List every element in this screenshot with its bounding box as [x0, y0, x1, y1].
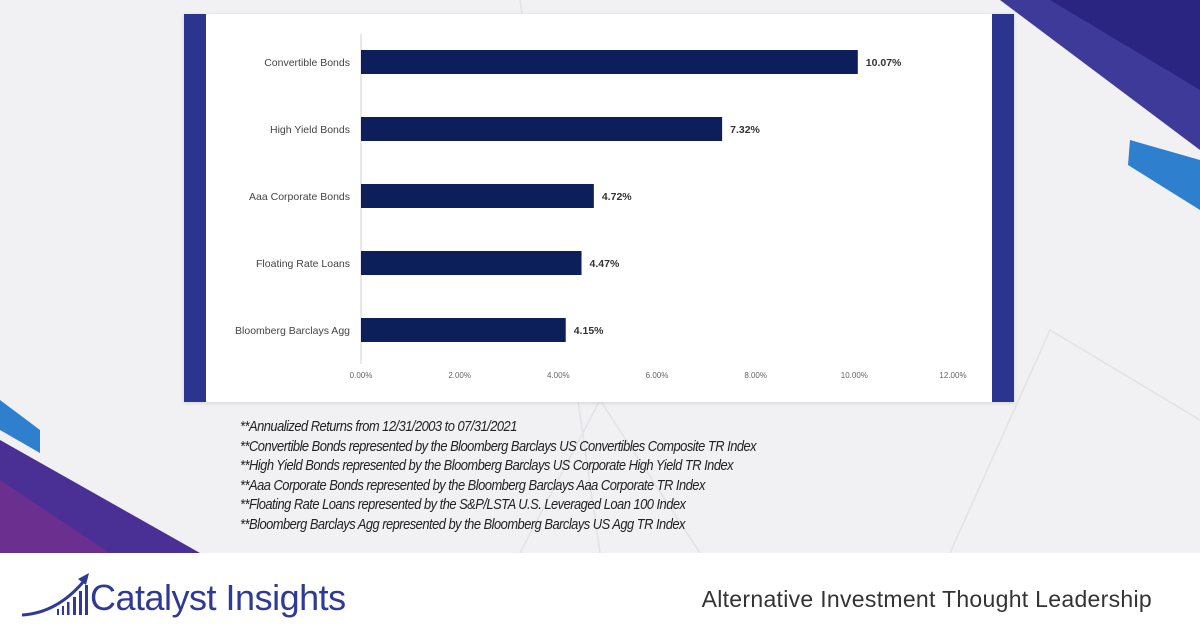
x-tick-label: 12.00% [939, 371, 966, 380]
data-label: 7.32% [730, 124, 760, 136]
background-decoration [0, 0, 1200, 553]
panel-left-accent [184, 14, 206, 402]
category-label: Floating Rate Loans [256, 258, 350, 270]
category-label: High Yield Bonds [270, 124, 350, 136]
footnote: **Annualized Returns from 12/31/2003 to … [240, 418, 517, 435]
brand-name: Catalyst Insights [90, 577, 346, 618]
x-tick-label: 10.00% [841, 371, 868, 380]
footnote: **Convertible Bonds represented by the B… [240, 437, 757, 455]
catalyst-logo-icon [22, 573, 89, 617]
bar [361, 184, 594, 208]
bar [361, 318, 566, 342]
x-tick-label: 2.00% [448, 371, 471, 380]
x-tick-label: 6.00% [646, 371, 669, 380]
footnote: **Bloomberg Barclays Agg represented by … [240, 515, 685, 533]
category-label: Aaa Corporate Bonds [249, 191, 350, 203]
footnotes: **Annualized Returns from 12/31/2003 to … [240, 417, 757, 535]
bar [361, 50, 858, 74]
footnote: **High Yield Bonds represented by the Bl… [240, 457, 734, 475]
data-label: 10.07% [866, 57, 902, 69]
chart-panel: Convertible Bonds 10.07% High Yield Bonds 7… [184, 14, 1014, 402]
category-label: Convertible Bonds [264, 57, 350, 69]
data-label: 4.47% [590, 258, 620, 270]
x-tick-label: 8.00% [744, 371, 767, 380]
category-label: Bloomberg Barclays Agg [235, 325, 350, 337]
data-label: 4.15% [574, 325, 604, 337]
bar [361, 251, 582, 275]
panel-right-accent [992, 14, 1014, 402]
footer: Catalyst Insights Alternative Investment… [0, 553, 1200, 640]
bar [361, 117, 723, 141]
data-label: 4.72% [602, 191, 632, 203]
x-tick-label: 4.00% [547, 371, 570, 380]
x-tick-label: 0.00% [350, 371, 373, 380]
tagline: Alternative Investment Thought Leadershi… [701, 586, 1152, 612]
footnote: **Floating Rate Loans represented by the… [240, 496, 686, 514]
bar-chart: Convertible Bonds 10.07% High Yield Bonds 7… [235, 34, 967, 380]
footnote: **Aaa Corporate Bonds represented by the… [240, 476, 705, 494]
